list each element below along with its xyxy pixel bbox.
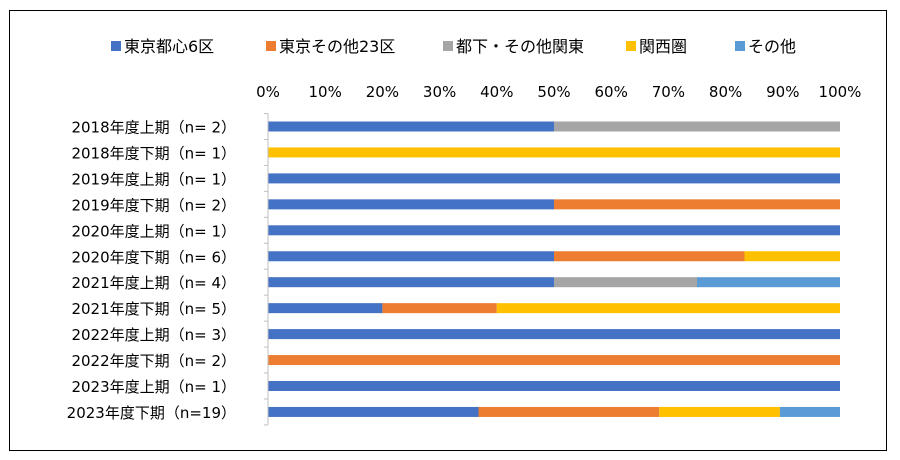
bar-segment-7-3	[554, 277, 697, 288]
category-label-5: 2020年度上期（n= 1）	[71, 222, 236, 240]
bar-segment-8-1	[268, 303, 383, 314]
category-label-11: 2023年度上期（n= 1）	[71, 378, 236, 396]
x-tick-label-7: 70%	[652, 83, 685, 101]
bar-segment-9-1	[268, 329, 840, 340]
x-tick-label-2: 20%	[366, 83, 399, 101]
bar-segment-4-1	[268, 199, 554, 210]
legend-swatch-5	[735, 41, 745, 51]
bar-segment-2-4	[268, 147, 840, 158]
bar-segment-8-2	[382, 303, 497, 314]
bar-segment-12-2	[478, 406, 660, 417]
x-tick-label-4: 40%	[480, 83, 513, 101]
legend-swatch-4	[626, 41, 636, 51]
x-tick-label-0: 0%	[256, 83, 280, 101]
category-label-3: 2019年度上期（n= 1）	[71, 170, 236, 188]
bar-segment-6-2	[554, 251, 745, 262]
category-label-2: 2018年度下期（n= 1）	[71, 144, 236, 162]
bar-segment-7-5	[697, 277, 840, 288]
bar-segment-8-4	[496, 303, 840, 314]
bar-segment-12-5	[779, 406, 840, 417]
x-tick-label-6: 60%	[595, 83, 628, 101]
x-tick-label-3: 30%	[423, 83, 456, 101]
legend-label-3: 都下・その他関東	[456, 37, 584, 56]
stacked-bar-chart: 東京都心6区 東京その他23区 都下・その他関東 関西圏 その他 0% 10% 20% 30% 4…	[67, 37, 862, 426]
category-label-9: 2022年度上期（n= 3）	[71, 326, 236, 344]
bar-segment-7-1	[268, 277, 554, 288]
x-tick-label-8: 80%	[709, 83, 742, 101]
bar-segment-1-3	[554, 121, 840, 132]
x-tick-label-1: 10%	[309, 83, 342, 101]
category-label-7: 2021年度上期（n= 4）	[71, 274, 236, 292]
legend-swatch-3	[443, 41, 453, 51]
x-tick-label-10: 100%	[819, 83, 862, 101]
bar-segment-5-1	[268, 225, 840, 236]
category-label-6: 2020年度下期（n= 6）	[71, 248, 236, 266]
bar-segment-4-2	[554, 199, 840, 210]
bar-segment-3-1	[268, 173, 840, 184]
x-tick-label-5: 50%	[537, 83, 570, 101]
category-label-4: 2019年度下期（n= 2）	[71, 196, 236, 214]
category-label-12: 2023年度下期（n=19）	[67, 404, 236, 422]
bar-segment-11-1	[268, 381, 840, 391]
legend-label-2: 東京その他23区	[279, 37, 395, 56]
legend-swatch-1	[111, 41, 121, 51]
bar-segment-6-4	[744, 251, 840, 262]
category-label-8: 2021年度下期（n= 5）	[71, 300, 236, 318]
legend-label-4: 関西圏	[639, 37, 687, 56]
category-label-10: 2022年度下期（n= 2）	[71, 352, 236, 370]
bar-segment-10-2	[268, 355, 840, 366]
bar-segment-12-1	[268, 406, 479, 417]
legend-label-1: 東京都心6区	[124, 37, 214, 56]
bar-segment-12-4	[659, 406, 780, 417]
legend-swatch-2	[266, 41, 276, 51]
x-tick-label-9: 90%	[766, 83, 799, 101]
legend-label-5: その他	[748, 37, 796, 56]
category-label-1: 2018年度上期（n= 2）	[71, 119, 236, 137]
chart-frame: 東京都心6区 東京その他23区 都下・その他関東 関西圏 その他 0% 10% 20% 30% 4…	[9, 10, 887, 451]
bar-segment-6-1	[268, 251, 554, 262]
bar-segment-1-1	[268, 121, 554, 132]
